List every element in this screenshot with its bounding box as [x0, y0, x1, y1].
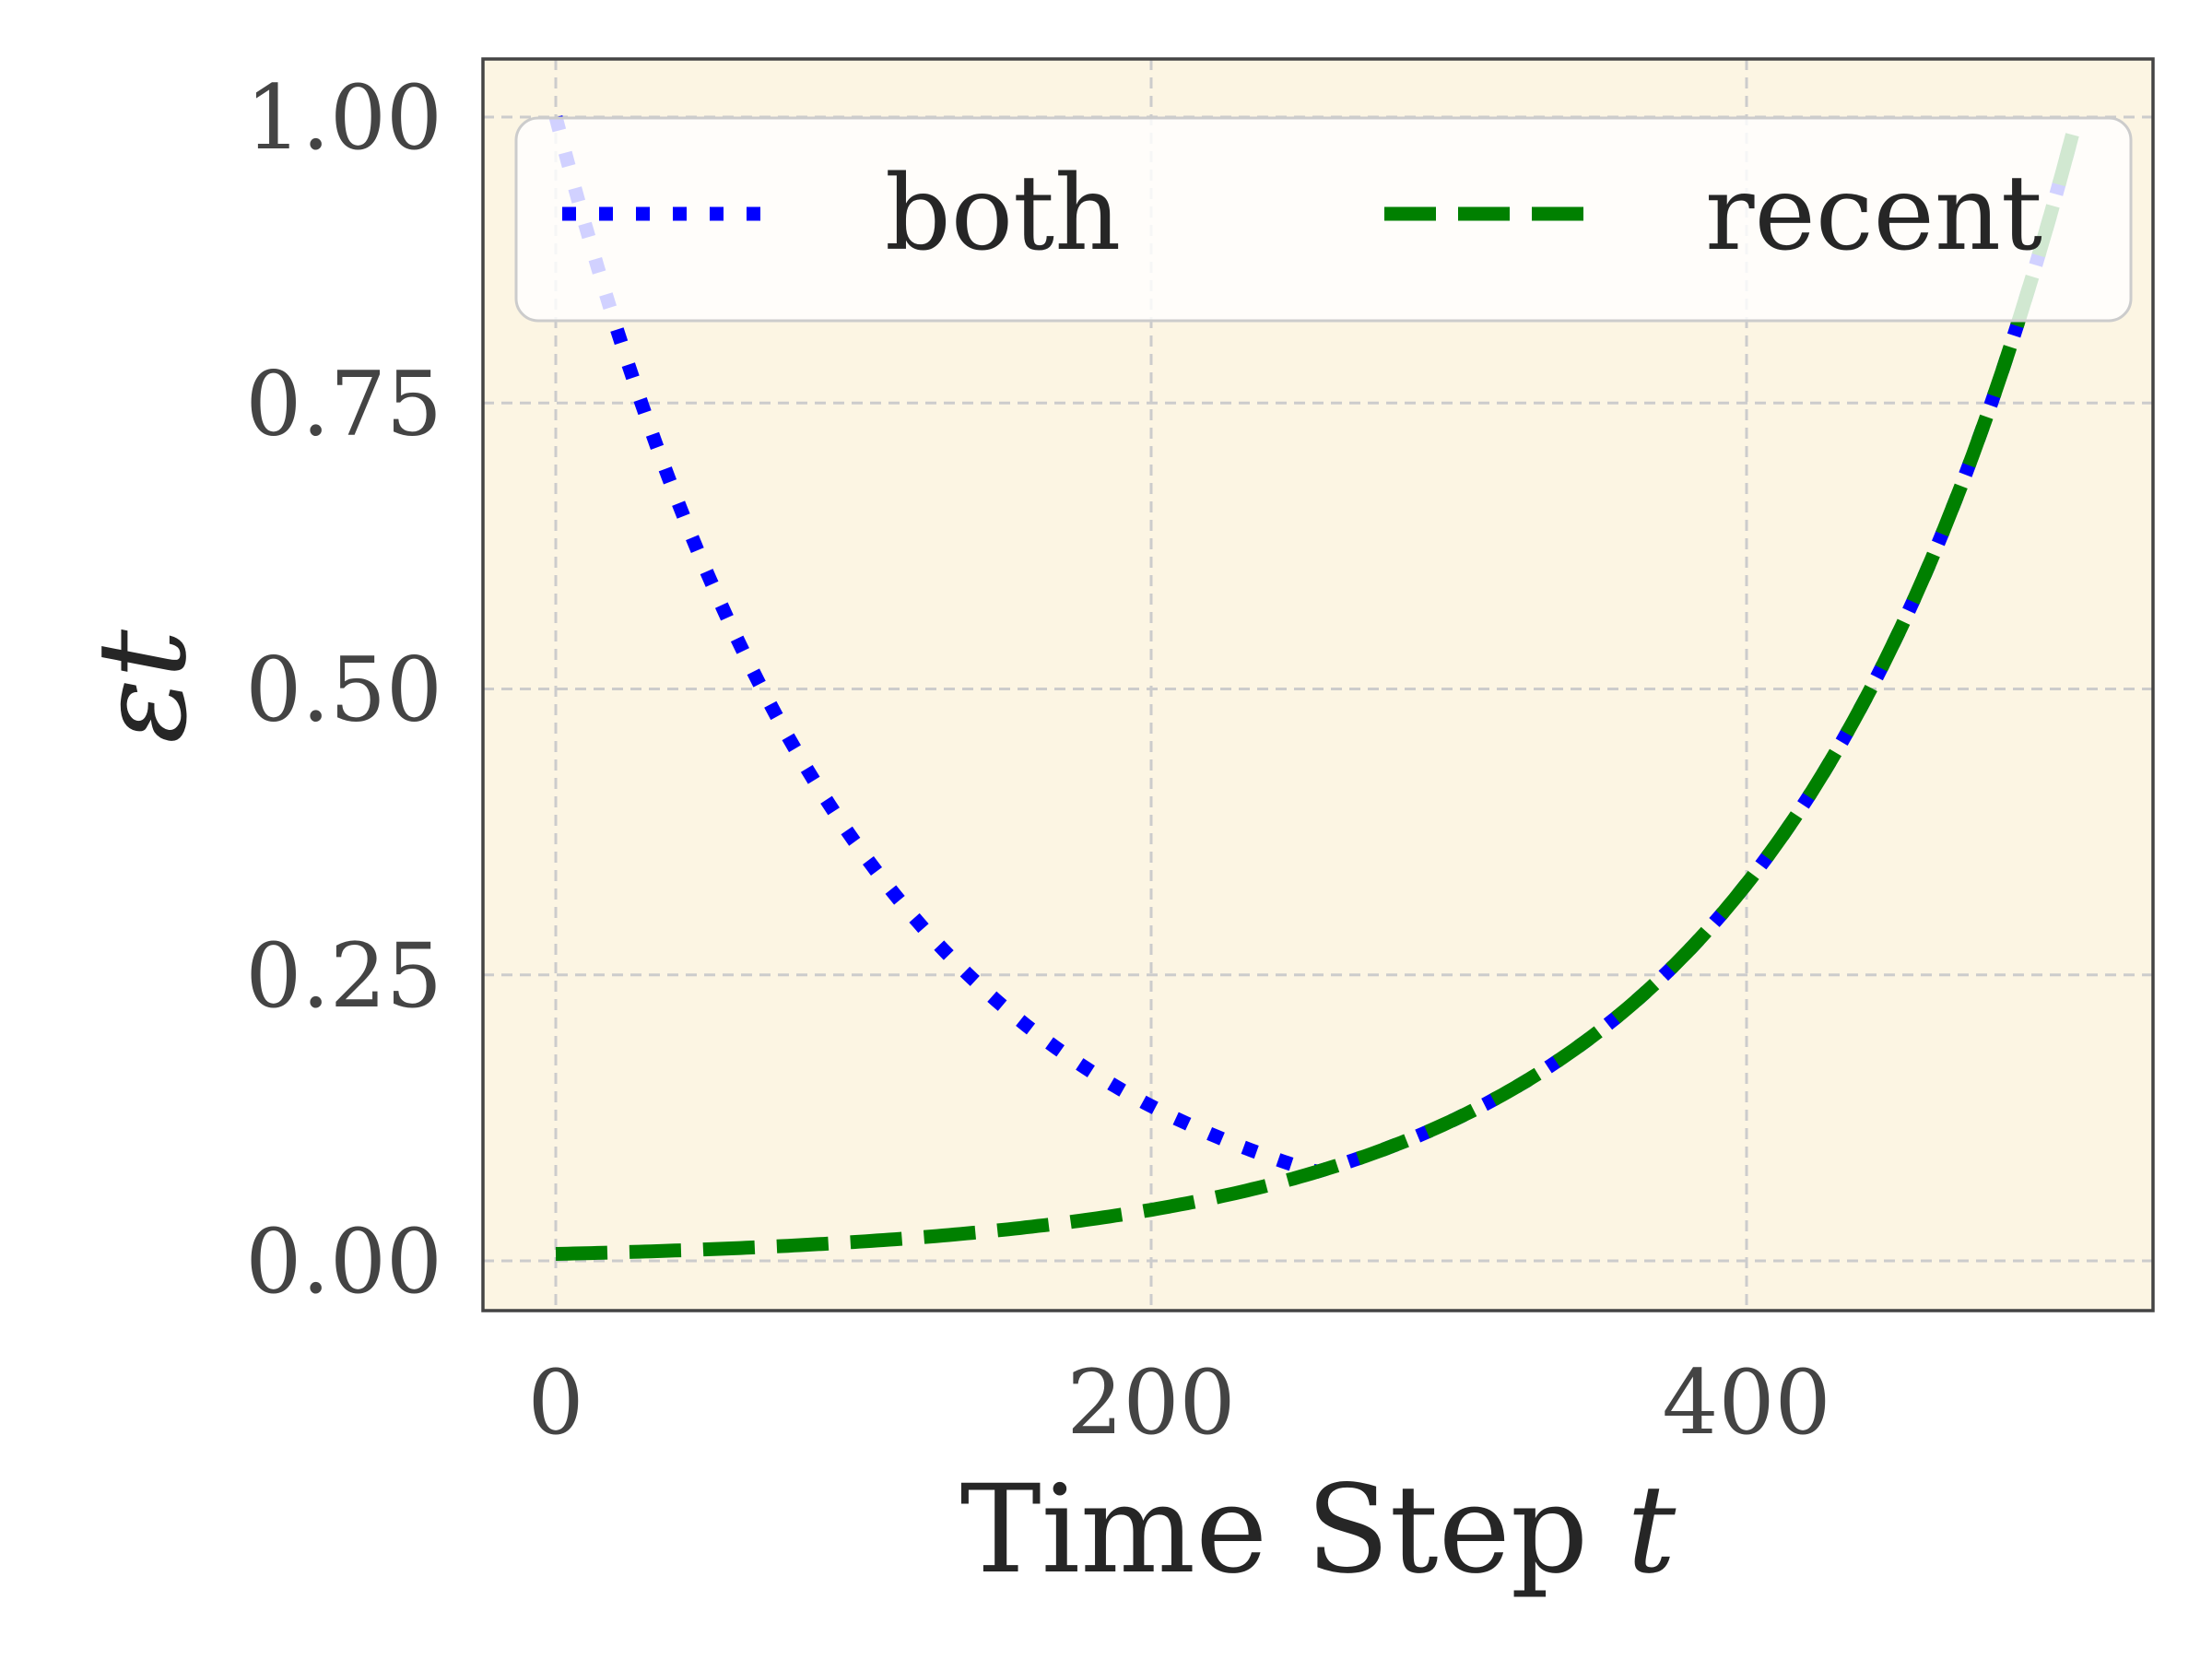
series-layer — [548, 115, 2081, 1261]
legend-box — [514, 116, 2133, 323]
legend-both-label: both — [885, 154, 1121, 274]
y-axis-label: εt — [72, 629, 214, 744]
x-axis-ticks: 0 200 400 — [527, 1351, 1830, 1454]
x-tick-label: 200 — [1066, 1351, 1235, 1454]
y-tick-label: 0.00 — [245, 1210, 442, 1313]
x-tick-label: 0 — [527, 1351, 583, 1454]
y-tick-label: 0.25 — [245, 924, 442, 1028]
series-recent-line — [555, 126, 2081, 1261]
legend-recent-label: recent — [1705, 154, 2042, 274]
x-axis-label: Time Step t — [960, 1459, 1677, 1601]
plot-frame — [481, 57, 2155, 1312]
x-tick-label: 400 — [1662, 1351, 1830, 1454]
y-tick-label: 0.75 — [245, 352, 442, 455]
y-tick-label: 0.50 — [245, 639, 442, 742]
legend: both recent — [514, 116, 2133, 323]
y-tick-label: 1.00 — [245, 66, 442, 170]
y-axis-ticks: 0.00 0.25 0.50 0.75 1.00 — [245, 66, 442, 1313]
